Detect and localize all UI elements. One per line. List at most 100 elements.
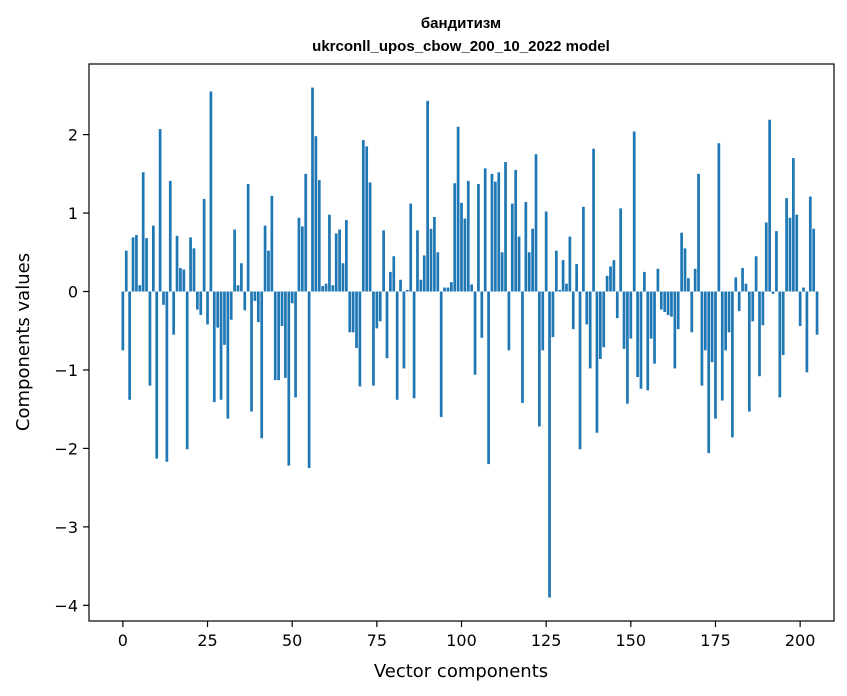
y-tick-label: −4 [54,596,78,615]
bar [815,291,819,335]
bar [151,225,155,292]
bar [446,287,450,292]
bar [602,291,606,348]
bar [802,287,805,292]
bar [155,291,159,459]
bar [636,291,639,378]
bar [372,291,375,386]
bar [253,291,257,301]
bar [510,203,514,292]
bar [761,291,765,326]
bar [578,291,582,450]
bar [321,286,325,292]
bar [544,211,548,292]
bar [595,291,599,433]
bar [615,291,619,319]
bar [731,291,734,438]
bar [341,263,345,292]
bar [676,291,680,330]
bar [219,291,223,400]
bar [534,154,538,292]
bar [216,291,220,328]
bar [314,136,318,292]
bar [497,172,501,292]
bar [504,162,507,292]
bar [744,283,748,292]
bar [382,230,385,292]
y-tick-label: 0 [68,283,78,302]
bar [307,291,311,469]
bar [646,291,650,391]
bar [629,291,633,339]
bar [575,264,578,292]
bar [141,172,145,292]
bar [470,284,474,292]
bar [443,287,446,292]
bar [609,266,612,292]
bar [592,148,595,292]
bar [649,291,653,339]
bar [775,231,778,292]
bar [416,230,419,292]
bar [795,214,799,292]
bar [331,285,335,292]
bar [524,202,528,292]
x-tick-label: 50 [282,631,302,650]
bar [517,236,521,292]
bar [737,291,741,312]
bar [375,291,379,329]
bar [747,291,751,412]
bar [260,291,264,439]
bar [189,237,192,292]
bar [538,291,541,427]
bar [270,195,274,292]
bar [162,291,165,305]
bar [680,232,683,292]
bar [226,291,230,419]
bar [175,235,179,292]
bar [781,291,785,356]
bar [145,238,148,292]
bar [768,119,772,292]
bar [687,278,690,292]
bar [422,255,426,292]
bar [670,291,673,317]
bar [368,182,372,292]
bar [256,291,260,323]
bar [463,218,467,292]
bar [541,291,545,351]
bar [561,260,565,292]
bar [466,180,470,292]
bar [531,228,534,292]
bar [720,291,724,401]
bar [240,263,243,292]
bar [395,291,399,400]
bar [805,291,809,373]
bar [324,283,328,292]
bar [785,198,788,292]
y-tick-label: 2 [68,126,78,145]
bar [294,291,297,398]
bar [392,256,396,292]
y-tick-label: −1 [54,361,78,380]
bar [788,217,792,292]
bar [334,233,338,292]
y-tick-label: −3 [54,518,78,537]
bar [494,181,497,292]
bar [690,291,694,333]
x-tick-label: 75 [367,631,387,650]
bar [223,291,226,345]
bar [135,235,138,292]
bar [243,291,247,311]
bar [480,291,484,338]
bar [656,268,660,292]
bar [771,291,775,294]
bar [697,173,700,292]
bar [345,220,348,292]
bar [402,291,406,369]
y-tick-label: −2 [54,439,78,458]
bar [714,291,717,419]
bar [582,206,585,292]
bar [355,291,358,348]
bar [399,279,402,292]
